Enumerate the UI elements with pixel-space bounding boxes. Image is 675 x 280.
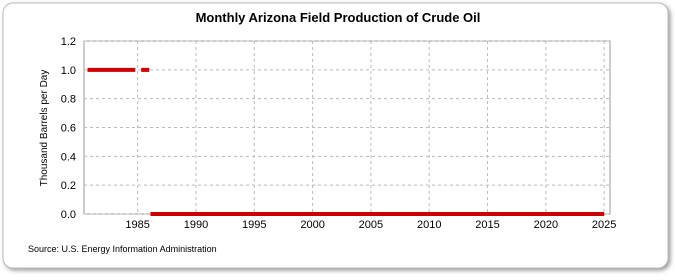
y-tick-label: 1.2 [61, 36, 76, 48]
y-axis-label: Thousand Barrels per Day [39, 70, 50, 187]
data-line [87, 67, 605, 216]
y-tick-label: 0.0 [61, 209, 76, 221]
frame [2, 2, 669, 269]
x-tick-label: 1995 [242, 219, 266, 231]
x-tick-label: 2005 [359, 219, 383, 231]
x-tick-label: 2015 [475, 219, 499, 231]
chart-title: Monthly Arizona Field Production of Crud… [196, 10, 481, 25]
y-tick-label: 1.0 [61, 65, 76, 77]
y-tick-label: 0.2 [61, 180, 76, 192]
y-tick-label: 0.6 [61, 123, 76, 135]
x-tick-label: 2010 [417, 219, 441, 231]
x-tick-label: 2020 [534, 219, 558, 231]
y-tick-label: 0.4 [61, 151, 76, 163]
y-tick-label: 0.8 [61, 94, 76, 106]
x-tick-label: 1985 [125, 219, 149, 231]
x-tick-label: 2025 [592, 219, 616, 231]
x-tick-label: 1990 [184, 219, 208, 231]
x-tick-label: 2000 [300, 219, 324, 231]
source: Source: U.S. Energy Information Administ… [28, 244, 217, 254]
